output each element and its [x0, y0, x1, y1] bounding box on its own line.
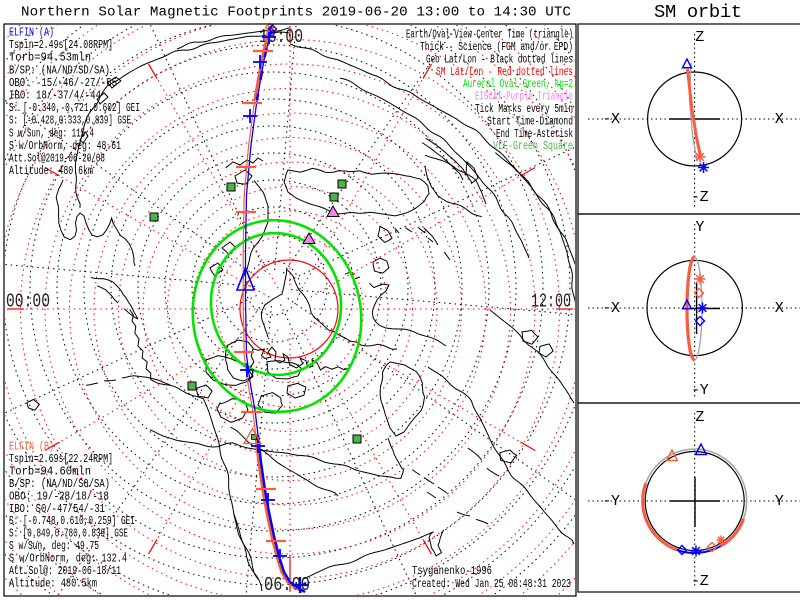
- svg-text:S w/Sun, deg: 115.4: S w/Sun, deg: 115.4: [9, 127, 94, 140]
- svg-text:S: [0.849,0.780,0.839] GSE: S: [0.849,0.780,0.839] GSE: [9, 528, 128, 541]
- svg-text:Geo Lat/Lon - Black dotted lin: Geo Lat/Lon - Black dotted lines: [426, 53, 573, 66]
- svg-text:IBO: 18/-37/4/-44: IBO: 18/-37/4/-44: [9, 90, 101, 103]
- svg-text:B/SP: (NA/ND/S0/SA): B/SP: (NA/ND/S0/SA): [9, 478, 110, 491]
- svg-text:-X: -X: [602, 300, 620, 317]
- svg-text:Z: Z: [695, 409, 704, 426]
- svg-text:S w/OrbNorm, deg: 132.4: S w/OrbNorm, deg: 132.4: [9, 553, 127, 566]
- svg-text:EISCAT-Purple Triangle: EISCAT-Purple Triangle: [475, 91, 573, 104]
- svg-text:Created: Wed Jan 25 08:48:31 2: Created: Wed Jan 25 08:48:31 2023: [412, 578, 571, 591]
- svg-text:-Y: -Y: [602, 493, 620, 510]
- svg-text:-Y: -Y: [691, 382, 709, 399]
- svg-text:-Z: -Z: [691, 573, 709, 590]
- svg-text:S: [-0.748,0.610,0.259] GEI: S: [-0.748,0.610,0.259] GEI: [9, 515, 135, 528]
- svg-text:ELFIN (A): ELFIN (A): [9, 26, 54, 40]
- svg-text:-X: -X: [602, 111, 620, 128]
- svg-text:Z: Z: [695, 29, 704, 46]
- svg-text:OBO: -15/-46/-27/-65: OBO: -15/-46/-27/-65: [9, 77, 117, 90]
- svg-text:12:00: 12:00: [531, 291, 571, 313]
- svg-text:Tspin=2.49s[24.08RPM]: Tspin=2.49s[24.08RPM]: [9, 39, 113, 52]
- svg-text:Auroral Oval-Green, kp=2: Auroral Oval-Green, kp=2: [463, 78, 573, 91]
- svg-text:Altitude: 480.6km: Altitude: 480.6km: [9, 165, 93, 178]
- svg-text:-Z: -Z: [691, 189, 709, 206]
- svg-text:SM orbit: SM orbit: [654, 1, 742, 23]
- svg-text:SM Lat/Lon - Red dotted lines: SM Lat/Lon - Red dotted lines: [436, 66, 573, 79]
- svg-text:Tspin=2.69s[22.24RPM]: Tspin=2.69s[22.24RPM]: [9, 453, 113, 466]
- svg-text:Att.Sol@: 2019-06-18/11: Att.Sol@: 2019-06-18/11: [9, 565, 121, 578]
- svg-text:Y: Y: [695, 219, 704, 236]
- svg-text:Thick - Science (FGM and/or EP: Thick - Science (FGM and/or EPD): [420, 41, 573, 54]
- svg-text:X: X: [775, 300, 784, 317]
- svg-text:S: [-0.340,-0.721,0.602] GEI: S: [-0.340,-0.721,0.602] GEI: [9, 102, 140, 115]
- svg-text:Att.Sol@2019-06-20/08: Att.Sol@2019-06-20/08: [9, 153, 105, 166]
- svg-text:End Time-Asterisk: End Time-Asterisk: [496, 128, 573, 141]
- svg-text:Northern Solar Magnetic Footpr: Northern Solar Magnetic Footprints 2019-…: [21, 5, 571, 21]
- svg-text:X: X: [775, 111, 784, 128]
- svg-text:ELFIN (B): ELFIN (B): [9, 440, 54, 454]
- svg-text:Altitude: 480.5km: Altitude: 480.5km: [9, 578, 97, 591]
- svg-text:Torb=94.60mln: Torb=94.60mln: [9, 465, 91, 478]
- svg-text:S w/OrbNorm, deg: 48.61: S w/OrbNorm, deg: 48.61: [9, 140, 121, 153]
- svg-text:S: [-0.428,0.333,0.839] GSE: S: [-0.428,0.333,0.839] GSE: [9, 115, 131, 128]
- svg-text:Earth/Oval View Center Time (t: Earth/Oval View Center Time (triangle): [406, 29, 573, 42]
- svg-text:Torb=94.53mln: Torb=94.53mln: [9, 52, 91, 65]
- svg-text:Tick Marks every 5min: Tick Marks every 5min: [475, 103, 573, 116]
- svg-text:IBO: S0/-47/54/-31: IBO: S0/-47/54/-31: [9, 503, 105, 516]
- svg-text:B/SP: (NA/ND/SD/SA): B/SP: (NA/ND/SD/SA): [9, 64, 110, 77]
- svg-text:VLF-Green Square: VLF-Green Square: [493, 140, 573, 153]
- svg-text:00:00: 00:00: [6, 291, 50, 313]
- svg-text:S w/Sun, deg: 49.75: S w/Sun, deg: 49.75: [9, 540, 99, 553]
- svg-text:OBO: 19/-28/18/-18: OBO: 19/-28/18/-18: [9, 490, 109, 503]
- svg-text:Y: Y: [775, 493, 784, 510]
- svg-text:Start Time-Diamond: Start Time-Diamond: [487, 115, 573, 128]
- svg-text:Tsyganenko-1996: Tsyganenko-1996: [412, 565, 492, 578]
